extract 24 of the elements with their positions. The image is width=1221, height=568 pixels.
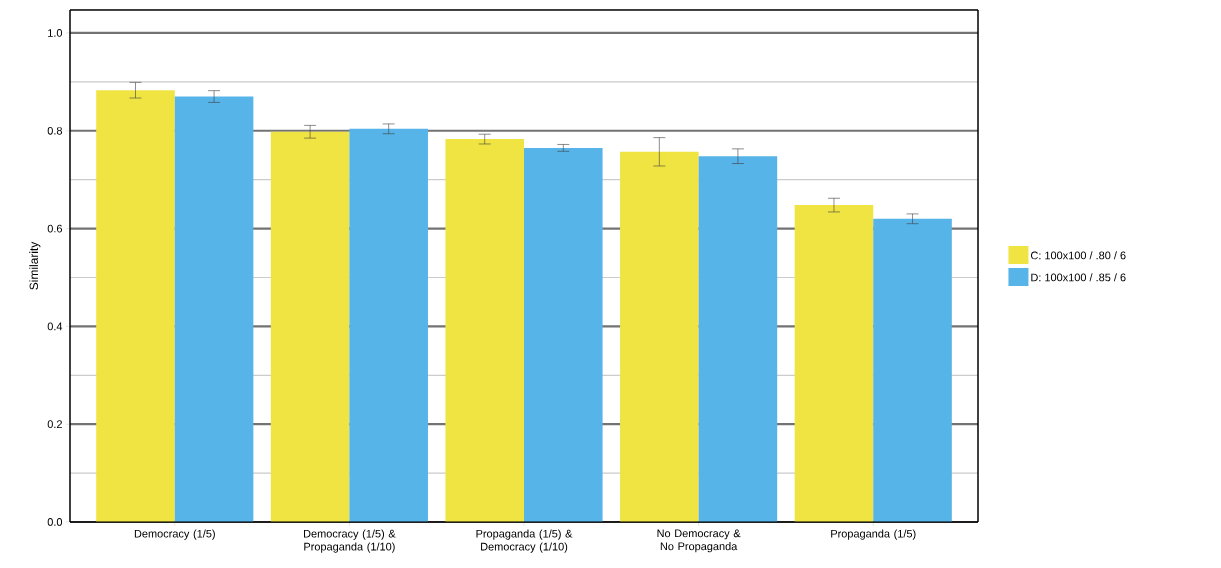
x-tick-label: Propaganda (1/5): [831, 529, 916, 540]
bar: [96, 90, 175, 522]
bar: [445, 139, 525, 522]
y-tick-label: 0.4: [47, 322, 63, 331]
bar: [349, 128, 428, 522]
bar: [794, 205, 874, 522]
y-tick-label: 0.6: [47, 224, 63, 233]
bar: [620, 151, 699, 522]
y-tick-label: 1.0: [48, 29, 63, 37]
bar: [174, 96, 254, 522]
x-tick-label: Democracy (1/5): [134, 529, 215, 540]
bar: [698, 156, 778, 522]
legend-label: C: 100x100 / .80 / 6: [1030, 251, 1126, 260]
legend-label: D: 100x100 / .85 / 6: [1031, 273, 1126, 282]
x-tick-label: Democracy (1/5) & Propaganda (1/10): [304, 529, 396, 553]
y-tick-label: 0.2: [47, 420, 62, 429]
x-tick-label: Propaganda (1/5) & Democracy (1/10): [476, 529, 573, 553]
bar: [873, 218, 952, 522]
x-tick-label: No Democracy & No Propaganda: [657, 529, 741, 553]
y-axis-title: Similarity: [29, 241, 41, 290]
bar: [270, 131, 350, 522]
bar: [524, 147, 603, 522]
y-tick-label: 0.8: [47, 126, 63, 135]
y-tick-label: 0.0: [47, 518, 63, 526]
